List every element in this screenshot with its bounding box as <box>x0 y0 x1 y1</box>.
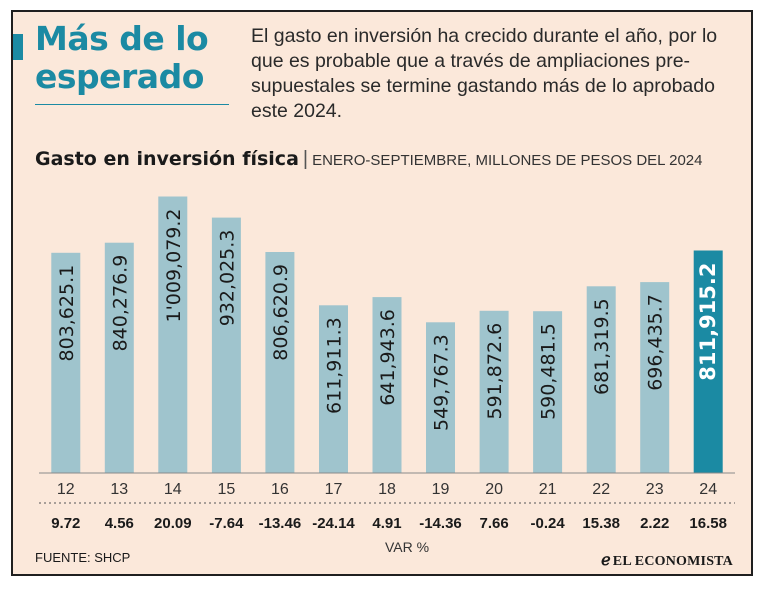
bar <box>372 297 402 473</box>
bar <box>51 252 81 473</box>
x-tick-label: 22 <box>592 481 610 498</box>
x-tick-label: 21 <box>539 481 557 498</box>
x-tick-label: 24 <box>699 481 717 498</box>
bar-value-label: 696,435.7 <box>645 294 667 391</box>
bar <box>426 322 455 473</box>
x-tick-label: 15 <box>218 481 236 498</box>
chart-subtitle: ENERO-SEPTIEMBRE, MILLONES DE PESOS DEL … <box>312 152 703 169</box>
bar <box>586 286 616 473</box>
bar <box>479 310 509 473</box>
x-tick-label: 17 <box>325 481 343 498</box>
bar-value-label: 611,911.3 <box>324 317 346 414</box>
x-tick-label: 16 <box>271 481 289 498</box>
var-value-label: 7.66 <box>479 515 508 532</box>
var-value-label: 20.09 <box>154 515 192 532</box>
bar-value-label: 806,620.9 <box>270 264 292 361</box>
headline-underline <box>35 104 229 105</box>
var-value-label: -14.36 <box>419 515 462 532</box>
x-tick-label: 19 <box>432 481 450 498</box>
x-tick-label: 14 <box>164 481 182 498</box>
headline-accent-bar <box>13 34 23 60</box>
bar <box>211 217 241 473</box>
bar <box>533 311 563 473</box>
var-value-label: -7.64 <box>209 515 244 532</box>
bar-value-label: 803,625.1 <box>56 265 78 362</box>
x-tick-label: 23 <box>646 481 664 498</box>
var-value-label: -0.24 <box>530 515 565 532</box>
var-value-label: 4.91 <box>372 515 401 532</box>
bar-value-label: 1'009,079.2 <box>163 209 185 323</box>
bar-value-label: 840,276.9 <box>109 255 131 352</box>
chart-title-block: Gasto en inversión física | ENERO-SEPTIEMB… <box>35 148 703 171</box>
bar <box>640 282 670 473</box>
x-tick-label: 18 <box>378 481 396 498</box>
bar <box>265 252 295 473</box>
brand-logo: ℯ EL ECONOMISTA <box>601 550 733 570</box>
title-separator: | <box>302 148 309 170</box>
var-value-label: -24.14 <box>312 515 355 532</box>
headline: Más de lo esperado <box>35 19 209 96</box>
brand-name: EL ECONOMISTA <box>612 554 733 569</box>
var-value-label: 15.38 <box>582 515 620 532</box>
bar-value-label: 932,025.3 <box>216 230 238 327</box>
intro-text: El gasto en inversión ha crecido durante… <box>251 25 718 122</box>
bar-value-label: 641,943.6 <box>377 309 399 406</box>
bar-chart: 803,625.1 12 9.72 840,276.9 13 4.56 1'009,079.… <box>39 196 735 555</box>
brand-mark-icon: ℯ <box>601 552 611 569</box>
x-tick-label: 12 <box>57 481 75 498</box>
var-value-label: -13.46 <box>259 515 302 532</box>
bar <box>104 242 134 473</box>
bar-value-label: 591,872.6 <box>484 323 506 420</box>
bar-value-label: 549,767.3 <box>431 334 453 431</box>
var-value-label: 4.56 <box>105 515 134 532</box>
bar-value-label: 590,481.5 <box>538 323 560 420</box>
source-note: FUENTE: SHCP <box>35 550 131 565</box>
var-axis-label: VAR % <box>385 539 429 555</box>
var-value-label: 9.72 <box>51 515 80 532</box>
chart-title: Gasto en inversión física <box>35 148 299 170</box>
x-tick-label: 20 <box>485 481 503 498</box>
bar <box>158 196 188 473</box>
x-tick-label: 13 <box>110 481 128 498</box>
bar-value-label: 811,915.2 <box>696 263 720 381</box>
var-value-label: 2.22 <box>640 515 669 532</box>
bar-highlight <box>693 250 723 473</box>
var-value-label: 16.58 <box>689 515 727 532</box>
bar-value-label: 681,319.5 <box>591 298 613 395</box>
bar <box>319 305 348 473</box>
infographic-card: Más de lo esperado El gasto en inversión… <box>11 10 753 576</box>
